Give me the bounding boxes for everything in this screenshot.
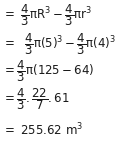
Text: $\mathsf{= \dfrac{4}{3}\pi(125 - 64)}$: $\mathsf{= \dfrac{4}{3}\pi(125 - 64)}$: [2, 58, 95, 84]
Text: $\mathsf{= \ \ \dfrac{4}{3}\pi(5)^{3} - \dfrac{4}{3}\pi(4)^{3}}$: $\mathsf{= \ \ \dfrac{4}{3}\pi(5)^{3} - …: [2, 32, 117, 57]
Text: $\mathsf{= \ 255.62 \ m^{3}}$: $\mathsf{= \ 255.62 \ m^{3}}$: [2, 122, 84, 139]
Text: $\mathsf{= \dfrac{4}{3}.\dfrac{22}{7}.61}$: $\mathsf{= \dfrac{4}{3}.\dfrac{22}{7}.61…: [2, 86, 70, 112]
Text: $\mathsf{= \ \dfrac{4}{3}\pi R^{3} - \dfrac{4}{3}\pi r^{3}}$: $\mathsf{= \ \dfrac{4}{3}\pi R^{3} - \df…: [2, 2, 93, 28]
